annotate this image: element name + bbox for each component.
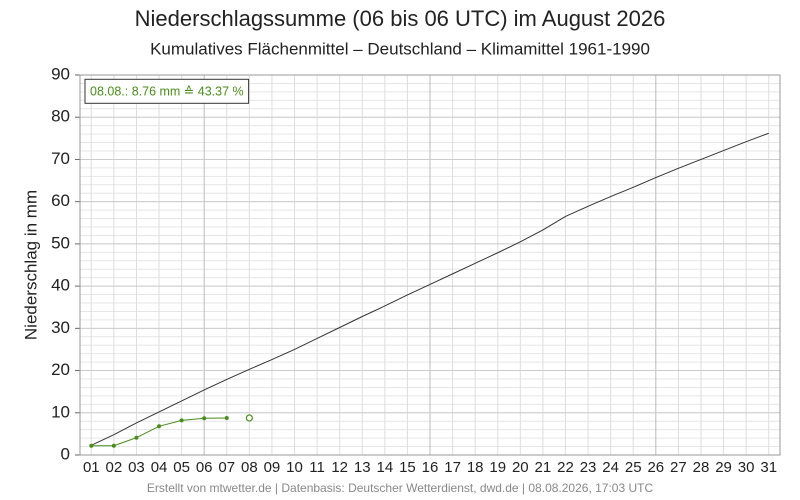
- x-tick-label: 29: [715, 459, 732, 476]
- x-tick-label: 11: [309, 459, 325, 476]
- y-tick-label: 80: [51, 107, 70, 126]
- x-tick-label: 21: [535, 459, 552, 476]
- y-tick-label: 20: [51, 360, 70, 379]
- point: [134, 435, 139, 440]
- x-tick-label: 07: [218, 459, 235, 476]
- x-tick-label: 18: [467, 459, 484, 476]
- x-tick-label: 23: [580, 459, 597, 476]
- x-tick-label: 30: [738, 459, 755, 476]
- y-tick-label: 50: [51, 233, 70, 252]
- y-tick-label: 10: [51, 402, 70, 421]
- chart-title: Niederschlagssumme (06 bis 06 UTC) im Au…: [135, 6, 666, 31]
- y-axis-label: Niederschlag in mm: [21, 190, 40, 340]
- x-tick-label: 28: [693, 459, 710, 476]
- x-tick-label: 16: [422, 459, 439, 476]
- chart-subtitle: Kumulatives Flächenmittel – Deutschland …: [150, 39, 650, 58]
- x-tick-label: 22: [557, 459, 574, 476]
- point: [245, 414, 253, 422]
- x-tick-label: 03: [128, 459, 145, 476]
- x-tick-label: 24: [602, 459, 619, 476]
- point: [202, 416, 207, 421]
- x-tick-label: 06: [196, 459, 213, 476]
- footer: Erstellt von mtwetter.de | Datenbasis: D…: [147, 481, 654, 495]
- x-tick-label: 02: [106, 459, 123, 476]
- x-tick-label: 10: [286, 459, 303, 476]
- x-tick-label: 27: [670, 459, 687, 476]
- annotation-box: [84, 78, 250, 104]
- x-tick-label: 12: [331, 459, 348, 476]
- series-line: [91, 132, 769, 446]
- y-tick-label: 0: [61, 444, 70, 463]
- x-tick-label: 13: [354, 459, 371, 476]
- annotation: 08.08.: 8.76 mm ≙ 43.37 %: [90, 84, 244, 98]
- x-tick-label: 26: [647, 459, 664, 476]
- x-tick-label: 14: [376, 459, 393, 476]
- x-tick-label: 15: [399, 459, 416, 476]
- x-tick-label: 17: [444, 459, 461, 476]
- x-tick-label: 01: [83, 459, 100, 476]
- x-tick-label: 20: [512, 459, 529, 476]
- x-tick-label: 31: [760, 459, 777, 476]
- x-tick-label: 25: [625, 459, 642, 476]
- point: [224, 416, 229, 421]
- x-tick-label: 08: [241, 459, 258, 476]
- y-tick-label: 70: [51, 149, 70, 168]
- y-tick-label: 60: [51, 191, 70, 210]
- point: [111, 443, 116, 448]
- y-tick-label: 90: [51, 64, 70, 83]
- point: [179, 418, 184, 423]
- x-tick-label: 04: [151, 459, 168, 476]
- x-tick-label: 09: [264, 459, 281, 476]
- point: [157, 424, 162, 429]
- y-tick-label: 30: [51, 318, 70, 337]
- x-tick-label: 19: [489, 459, 506, 476]
- point: [89, 443, 94, 448]
- y-tick-label: 40: [51, 276, 70, 295]
- x-tick-label: 05: [173, 459, 190, 476]
- plot-frame: [79, 74, 781, 456]
